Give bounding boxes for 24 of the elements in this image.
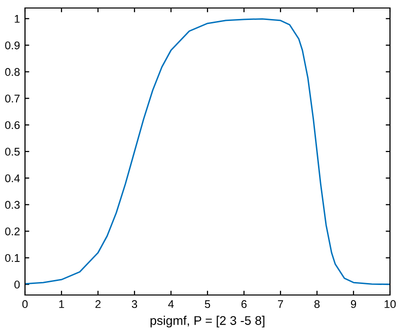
- x-tick-label: 6: [241, 300, 247, 308]
- y-tick-label: 0.3: [5, 200, 20, 209]
- x-tick-label: 1: [59, 300, 64, 308]
- y-tick-label: 0.7: [5, 94, 20, 102]
- x-axis-title: psigmf, P = [2 3 -5 8]: [150, 316, 264, 328]
- x-tick-label: 0: [22, 300, 28, 308]
- x-tick-label: 2: [95, 300, 101, 308]
- y-tick-label: 0: [14, 280, 20, 289]
- x-tick-label: 7: [278, 300, 284, 308]
- y-tick-label: 1: [14, 15, 20, 23]
- x-tick-label: 5: [204, 300, 210, 308]
- x-tick-label: 3: [132, 300, 138, 308]
- x-tick-label: 10: [384, 300, 396, 308]
- line-series: [25, 18, 390, 286]
- x-tick-label: 9: [350, 300, 356, 308]
- x-tick-label: 4: [168, 300, 174, 308]
- y-tick-label: 0.2: [5, 227, 20, 236]
- y-tick-label: 0.9: [5, 41, 20, 50]
- y-tick-label: 0.4: [5, 174, 20, 182]
- y-tick-label: 0.5: [5, 148, 20, 156]
- y-tick-label: 0.8: [5, 68, 20, 76]
- y-tick-label: 0.6: [5, 121, 20, 130]
- y-tick-label: 0.1: [5, 254, 20, 262]
- x-tick-label: 8: [314, 300, 320, 308]
